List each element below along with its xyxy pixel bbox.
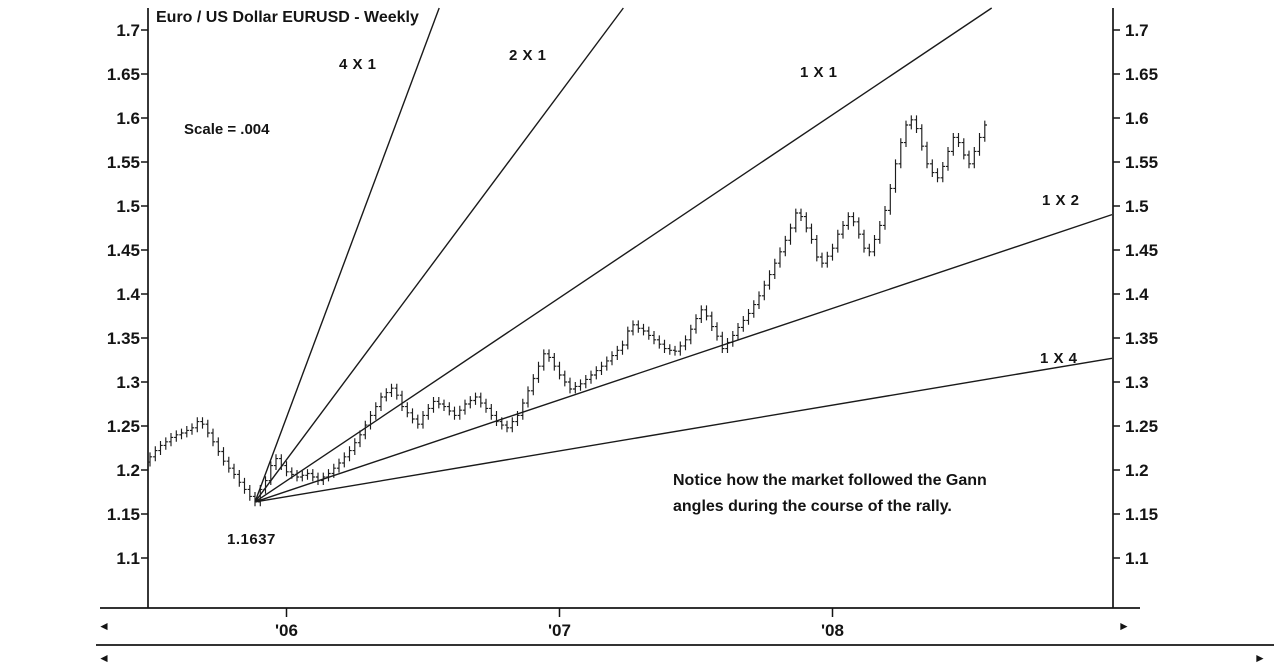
gann-line-1x1 bbox=[254, 7, 993, 503]
price-bars bbox=[147, 115, 987, 507]
y-axis-label-left: 1.5 bbox=[116, 197, 140, 216]
scale-label: Scale = .004 bbox=[184, 121, 270, 138]
window-scroll-right-icon[interactable]: ► bbox=[1254, 651, 1266, 665]
gann-angle-label: 2 X 1 bbox=[509, 47, 547, 64]
y-axis-label-right: 1.3 bbox=[1125, 373, 1149, 392]
notice-line-1: Notice how the market followed the Gann bbox=[673, 472, 987, 489]
x-axis-label: '07 bbox=[548, 621, 571, 640]
y-axis-label-right: 1.2 bbox=[1125, 461, 1149, 480]
y-axis-label-right: 1.65 bbox=[1125, 65, 1158, 84]
x-axis-label: '06 bbox=[275, 621, 298, 640]
gann-angle-label: 1 X 4 bbox=[1040, 350, 1078, 367]
y-axis-label-right: 1.1 bbox=[1125, 549, 1149, 568]
x-axis-label: '08 bbox=[821, 621, 844, 640]
y-axis-label-left: 1.2 bbox=[116, 461, 140, 480]
y-axis-label-left: 1.3 bbox=[116, 373, 140, 392]
gann-angle-label: 4 X 1 bbox=[339, 56, 377, 73]
y-axis-label-right: 1.25 bbox=[1125, 417, 1158, 436]
gann-line-4x1 bbox=[254, 7, 440, 503]
y-axis-label-left: 1.25 bbox=[107, 417, 140, 436]
y-axis-label-left: 1.4 bbox=[116, 285, 140, 304]
y-axis-label-left: 1.45 bbox=[107, 241, 140, 260]
notice-annotation: Notice how the market followed the Gann … bbox=[673, 468, 987, 520]
axis-scroll-right-icon[interactable]: ► bbox=[1118, 619, 1130, 633]
axis-scroll-left-icon[interactable]: ◄ bbox=[98, 619, 110, 633]
y-axis-label-right: 1.45 bbox=[1125, 241, 1158, 260]
y-axis-label-right: 1.5 bbox=[1125, 197, 1149, 216]
gann-line-1x2 bbox=[254, 213, 1113, 503]
y-axis-label-right: 1.7 bbox=[1125, 21, 1149, 40]
y-axis-label-left: 1.65 bbox=[107, 65, 140, 84]
y-axis-label-left: 1.35 bbox=[107, 329, 140, 348]
gann-angle-label: 1 X 1 bbox=[800, 64, 838, 81]
notice-line-2: angles during the course of the rally. bbox=[673, 498, 952, 515]
y-axis-label-left: 1.55 bbox=[107, 153, 140, 172]
y-axis-label-right: 1.15 bbox=[1125, 505, 1158, 524]
y-axis-label-right: 1.4 bbox=[1125, 285, 1149, 304]
y-axis-label-left: 1.7 bbox=[116, 21, 140, 40]
chart-title: Euro / US Dollar EURUSD - Weekly bbox=[156, 9, 419, 26]
y-axis-label-left: 1.1 bbox=[116, 549, 140, 568]
y-axis-label-left: 1.6 bbox=[116, 109, 140, 128]
y-axis-label-left: 1.15 bbox=[107, 505, 140, 524]
gann-line-2x1 bbox=[254, 7, 624, 503]
low-price-label: 1.1637 bbox=[227, 531, 276, 548]
y-axis-label-right: 1.55 bbox=[1125, 153, 1158, 172]
gann-angle-label: 1 X 2 bbox=[1042, 192, 1080, 209]
window-scroll-left-icon[interactable]: ◄ bbox=[98, 651, 110, 665]
y-axis-label-right: 1.35 bbox=[1125, 329, 1158, 348]
gann-line-1x4 bbox=[254, 357, 1113, 503]
y-axis-label-right: 1.6 bbox=[1125, 109, 1149, 128]
